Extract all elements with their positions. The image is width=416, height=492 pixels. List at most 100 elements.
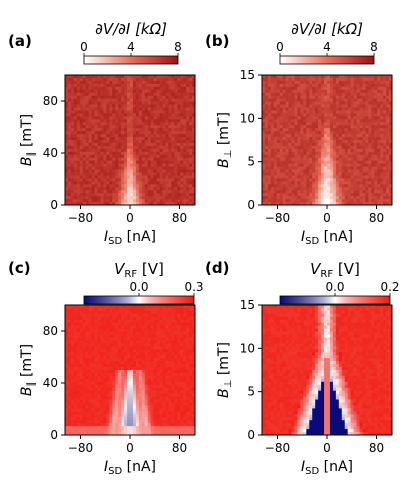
heatmap-cell [83,102,86,105]
heatmap-cell [297,75,300,78]
heatmap-cell [295,137,298,140]
heatmap-cell [362,164,365,167]
heatmap-cell [309,81,312,84]
heatmap-cell [174,128,177,131]
heatmap-cell [333,108,336,111]
heatmap-cell [357,143,360,146]
heatmap-cell [297,99,300,102]
heatmap-cell [139,370,142,373]
heatmap-cell [112,131,115,134]
heatmap-cell [139,196,142,199]
heatmap-cell [103,155,106,158]
heatmap-cell [83,81,86,84]
heatmap-cell [265,175,268,178]
heatmap-cell [374,170,377,173]
heatmap-cell [283,137,286,140]
heatmap-cell [309,140,312,143]
heatmap-cell [68,320,71,323]
heatmap-cell [383,146,386,149]
heatmap-cell [127,178,130,181]
heatmap-cell [318,75,321,78]
heatmap-cell [295,152,298,155]
heatmap-cell [306,90,309,93]
heatmap-cell [142,184,145,187]
heatmap-cell [74,173,77,176]
heatmap-cell [280,161,283,164]
heatmap-cell [345,105,348,108]
y-tick-label: 5 [247,155,255,169]
heatmap-cell [168,184,171,187]
heatmap-cell [127,161,130,164]
heatmap-cell [71,323,74,326]
heatmap-cell [160,87,163,90]
heatmap-cell [177,361,180,364]
heatmap-cell [283,152,286,155]
heatmap-cell [189,158,192,161]
heatmap-cell [180,87,183,90]
heatmap-cell [183,199,186,202]
heatmap-cell [86,116,89,119]
heatmap-cell [80,110,83,113]
heatmap-cell [89,355,92,358]
heatmap-cell [371,93,374,96]
heatmap-cell [289,90,292,93]
heatmap-cell [68,193,71,196]
heatmap-cell [115,175,118,178]
heatmap-cell [189,119,192,122]
heatmap-cell [280,131,283,134]
heatmap-cell [180,131,183,134]
heatmap-cell [124,332,127,335]
heatmap-cell [368,140,371,143]
heatmap-cell [274,128,277,131]
heatmap-cell [124,190,127,193]
heatmap-cell [351,119,354,122]
heatmap-cell [345,128,348,131]
heatmap-cell [89,329,92,332]
heatmap-cell [142,108,145,111]
heatmap-cell [315,131,318,134]
heatmap-cell [92,370,95,373]
heatmap-cell [286,155,289,158]
heatmap-cell [309,75,312,78]
heatmap-cell [163,352,166,355]
heatmap-cell [327,84,330,87]
heatmap-cell [274,199,277,202]
heatmap-cell [297,181,300,184]
heatmap-cell [277,155,280,158]
heatmap-cell [189,149,192,152]
heatmap-cell [65,164,68,167]
heatmap-cell [315,110,318,113]
heatmap-cell [121,122,124,125]
heatmap-cell [357,84,360,87]
heatmap-cell [106,119,109,122]
heatmap-cell [283,125,286,128]
heatmap-cell [103,90,106,93]
heatmap-cell [151,128,154,131]
heatmap-cell [151,137,154,140]
heatmap-cell [383,190,386,193]
heatmap-cell [286,116,289,119]
heatmap-cell [130,110,133,113]
heatmap-cell [106,164,109,167]
heatmap-cell [280,134,283,137]
heatmap-cell [351,75,354,78]
heatmap-cell [77,349,80,352]
heatmap-cell [168,305,171,308]
heatmap-cell [163,361,166,364]
heatmap-cell [348,164,351,167]
heatmap-cell [109,196,112,199]
heatmap-cell [68,99,71,102]
heatmap-cell [295,105,298,108]
heatmap-cell [151,75,154,78]
heatmap-cell [98,108,101,111]
heatmap-cell [183,181,186,184]
heatmap-cell [127,122,130,125]
heatmap-cell [100,340,103,343]
heatmap-cell [139,81,142,84]
heatmap-cell [295,199,298,202]
heatmap-cell [139,75,142,78]
heatmap-cell [189,343,192,346]
heatmap-cell [148,149,151,152]
heatmap-cell [274,108,277,111]
heatmap-cell [365,181,368,184]
